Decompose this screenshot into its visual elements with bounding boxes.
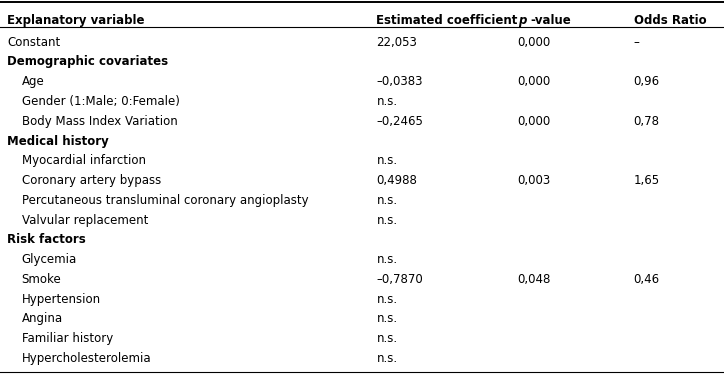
Text: Age: Age (22, 75, 44, 88)
Text: 0,000: 0,000 (518, 75, 551, 88)
Text: 0,96: 0,96 (634, 75, 660, 88)
Text: Myocardial infarction: Myocardial infarction (22, 154, 146, 167)
Text: Odds Ratio: Odds Ratio (634, 14, 706, 27)
Text: Smoke: Smoke (22, 273, 62, 286)
Text: n.s.: n.s. (376, 253, 397, 266)
Text: n.s.: n.s. (376, 352, 397, 365)
Text: –0,7870: –0,7870 (376, 273, 424, 286)
Text: n.s.: n.s. (376, 154, 397, 167)
Text: 1,65: 1,65 (634, 174, 660, 187)
Text: Hypercholesterolemia: Hypercholesterolemia (22, 352, 151, 365)
Text: 0,003: 0,003 (518, 174, 551, 187)
Text: p: p (518, 14, 526, 27)
Text: Demographic covariates: Demographic covariates (7, 55, 169, 68)
Text: Percutaneous transluminal coronary angioplasty: Percutaneous transluminal coronary angio… (22, 194, 308, 207)
Text: Familiar history: Familiar history (22, 332, 113, 345)
Text: –0,0383: –0,0383 (376, 75, 423, 88)
Text: n.s.: n.s. (376, 293, 397, 306)
Text: Explanatory variable: Explanatory variable (7, 14, 145, 27)
Text: –0,2465: –0,2465 (376, 115, 424, 128)
Text: n.s.: n.s. (376, 95, 397, 108)
Text: n.s.: n.s. (376, 214, 397, 226)
Text: n.s.: n.s. (376, 194, 397, 207)
Text: Gender (1:Male; 0:Female): Gender (1:Male; 0:Female) (22, 95, 180, 108)
Text: Body Mass Index Variation: Body Mass Index Variation (22, 115, 177, 128)
Text: Risk factors: Risk factors (7, 233, 86, 246)
Text: Valvular replacement: Valvular replacement (22, 214, 148, 226)
Text: Medical history: Medical history (7, 135, 109, 147)
Text: Coronary artery bypass: Coronary artery bypass (22, 174, 161, 187)
Text: Constant: Constant (7, 36, 61, 49)
Text: 22,053: 22,053 (376, 36, 417, 49)
Text: 0,048: 0,048 (518, 273, 551, 286)
Text: Estimated coefficient: Estimated coefficient (376, 14, 518, 27)
Text: n.s.: n.s. (376, 332, 397, 345)
Text: 0,4988: 0,4988 (376, 174, 417, 187)
Text: Hypertension: Hypertension (22, 293, 101, 306)
Text: Angina: Angina (22, 312, 63, 325)
Text: –: – (634, 36, 639, 49)
Text: Glycemia: Glycemia (22, 253, 77, 266)
Text: 0,000: 0,000 (518, 115, 551, 128)
Text: 0,78: 0,78 (634, 115, 660, 128)
Text: 0,000: 0,000 (518, 36, 551, 49)
Text: n.s.: n.s. (376, 312, 397, 325)
Text: 0,46: 0,46 (634, 273, 660, 286)
Text: -value: -value (530, 14, 571, 27)
